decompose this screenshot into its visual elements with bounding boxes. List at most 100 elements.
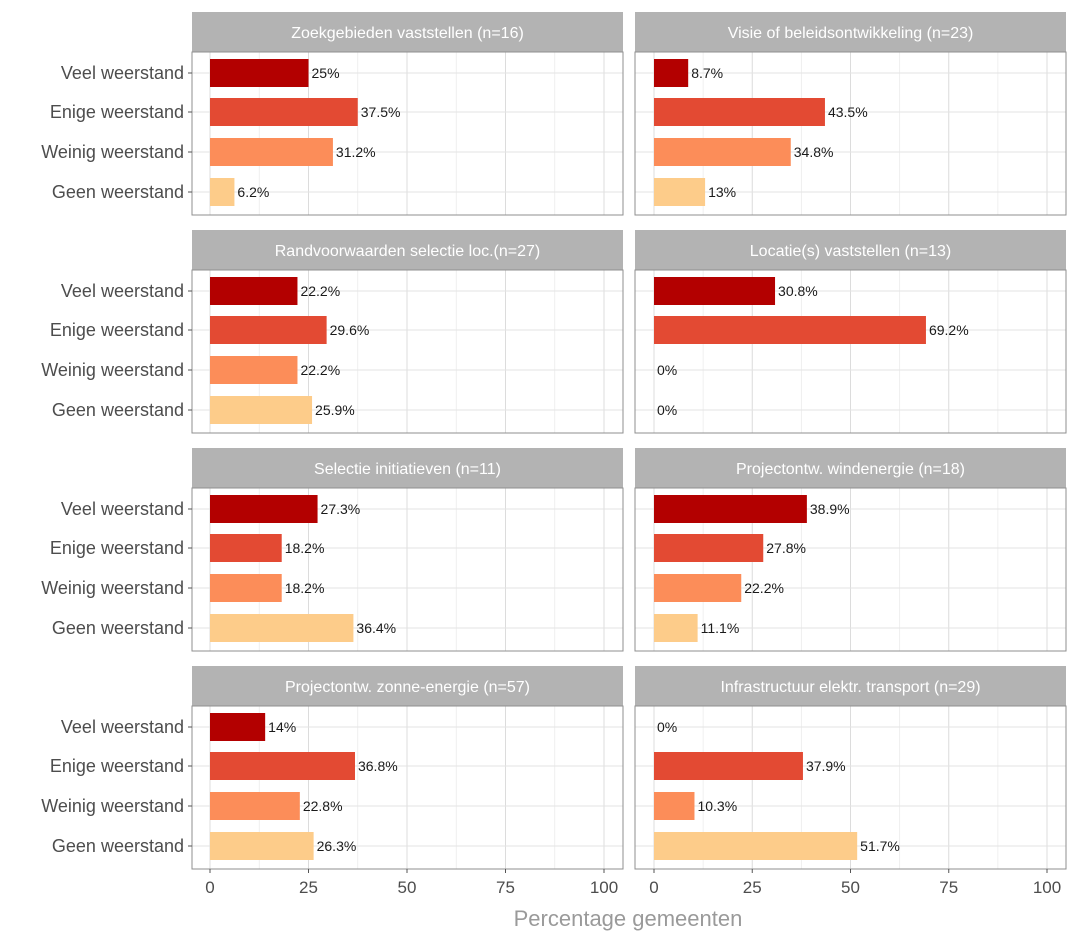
y-tick-label: Geen weerstand	[52, 400, 184, 420]
panel: Visie of beleidsontwikkeling (n=23) 8.7% 4…	[634, 12, 1067, 216]
y-tick-label: Geen weerstand	[52, 182, 184, 202]
panel-title: Randvoorwaarden selectie loc.(n=27)	[275, 243, 540, 260]
bar-value-label: 25%	[312, 65, 340, 81]
bar	[210, 138, 333, 166]
bar-value-label: 36.8%	[358, 758, 398, 774]
bar-value-label: 30.8%	[778, 283, 818, 299]
bar-value-label: 11.1%	[701, 620, 740, 636]
bar	[210, 356, 298, 384]
panel: Selectie initiatieven (n=11) 27.3% 18.2% 18…	[41, 448, 624, 652]
panel: Projectontw. windenergie (n=18) 38.9% 27.8…	[634, 448, 1067, 652]
bar	[654, 277, 776, 305]
bar-value-label: 14%	[268, 719, 296, 735]
x-tick-label: 100	[590, 878, 618, 897]
bar	[210, 713, 266, 741]
panel-strip	[192, 12, 623, 52]
panel-strip	[192, 230, 623, 270]
bar-value-label: 51.7%	[860, 838, 900, 854]
bar-value-label: 27.8%	[766, 540, 806, 556]
bar-value-label: 36.4%	[356, 620, 396, 636]
y-tick-label: Veel weerstand	[61, 717, 184, 737]
x-tick-label: 0	[205, 878, 214, 897]
y-tick-label: Veel weerstand	[61, 499, 184, 519]
bar	[654, 534, 764, 562]
bar-value-label: 22.2%	[300, 283, 340, 299]
panel-title: Locatie(s) vaststellen (n=13)	[750, 243, 951, 260]
panel-border	[634, 51, 1067, 216]
bar	[210, 98, 358, 126]
panel: Infrastructuur elektr. transport (n=29) 0…	[634, 666, 1067, 870]
x-tick-label: 25	[299, 878, 318, 897]
panel-title: Projectontw. windenergie (n=18)	[736, 461, 965, 478]
bar-value-label: 27.3%	[321, 501, 361, 517]
bar-value-label: 22.8%	[303, 798, 343, 814]
y-tick-label: Weinig weerstand	[41, 142, 184, 162]
bar	[210, 316, 327, 344]
bar-value-label: 34.8%	[794, 144, 834, 160]
bar-value-label: 8.7%	[691, 65, 723, 81]
y-tick-label: Geen weerstand	[52, 618, 184, 638]
panel-title: Selectie initiatieven (n=11)	[314, 461, 501, 478]
y-tick-label: Enige weerstand	[50, 320, 184, 340]
panel-grid: Zoekgebieden vaststellen (n=16) 25% 37.5% 3…	[41, 12, 1067, 870]
bar	[210, 752, 355, 780]
bar	[654, 792, 695, 820]
bar-value-label: 0%	[657, 719, 677, 735]
bar-value-label: 22.2%	[300, 362, 340, 378]
bar-value-label: 0%	[657, 362, 677, 378]
y-tick-label: Geen weerstand	[52, 836, 184, 856]
bar	[654, 316, 926, 344]
bar	[654, 178, 706, 206]
bar	[654, 574, 742, 602]
x-tick-label: 25	[743, 878, 762, 897]
bar	[654, 98, 825, 126]
bar	[210, 792, 300, 820]
bar	[654, 832, 858, 860]
y-tick-label: Weinig weerstand	[41, 578, 184, 598]
x-tick-label: 100	[1033, 878, 1061, 897]
panel-strip	[192, 666, 623, 706]
x-tick-label: 0	[649, 878, 658, 897]
y-tick-label: Weinig weerstand	[41, 360, 184, 380]
bar	[210, 832, 314, 860]
panel-title: Zoekgebieden vaststellen (n=16)	[291, 25, 524, 42]
panel-strip	[635, 448, 1066, 488]
panel-title: Projectontw. zonne-energie (n=57)	[285, 679, 530, 696]
bar	[210, 178, 235, 206]
x-tick-label: 75	[939, 878, 958, 897]
panel-border	[634, 487, 1067, 652]
panel-strip	[192, 448, 623, 488]
bar-value-label: 18.2%	[285, 580, 325, 596]
y-tick-label: Veel weerstand	[61, 281, 184, 301]
x-axes: 0 25 50 75 100 0 25 50 75 100	[205, 869, 1061, 897]
panel: Randvoorwaarden selectie loc.(n=27) 22.2%…	[41, 230, 624, 434]
y-tick-label: Enige weerstand	[50, 756, 184, 776]
bar-value-label: 18.2%	[285, 540, 325, 556]
bar-value-label: 6.2%	[237, 184, 269, 200]
bar-value-label: 25.9%	[315, 402, 355, 418]
bar	[654, 495, 807, 523]
panel: Locatie(s) vaststellen (n=13) 30.8% 69.2% 0…	[634, 230, 1067, 434]
bar-value-label: 22.2%	[744, 580, 784, 596]
panel-strip	[635, 666, 1066, 706]
bar-value-label: 43.5%	[828, 104, 868, 120]
y-tick-label: Weinig weerstand	[41, 796, 184, 816]
y-tick-label: Enige weerstand	[50, 102, 184, 122]
bar-value-label: 13%	[708, 184, 736, 200]
bar-value-label: 38.9%	[810, 501, 850, 517]
bar	[210, 574, 282, 602]
panel-border	[634, 269, 1067, 434]
bar-value-label: 37.5%	[361, 104, 401, 120]
y-tick-label: Veel weerstand	[61, 63, 184, 83]
bar-value-label: 37.9%	[806, 758, 846, 774]
bar-value-label: 31.2%	[336, 144, 376, 160]
bar	[210, 396, 313, 424]
panel-title: Infrastructuur elektr. transport (n=29)	[720, 679, 980, 696]
bar	[654, 138, 791, 166]
panel-strip	[635, 230, 1066, 270]
panel: Zoekgebieden vaststellen (n=16) 25% 37.5% 3…	[41, 12, 624, 216]
bar-value-label: 29.6%	[330, 322, 370, 338]
panel: Projectontw. zonne-energie (n=57) 14% 36.8…	[41, 666, 624, 870]
panel-border	[191, 487, 624, 652]
